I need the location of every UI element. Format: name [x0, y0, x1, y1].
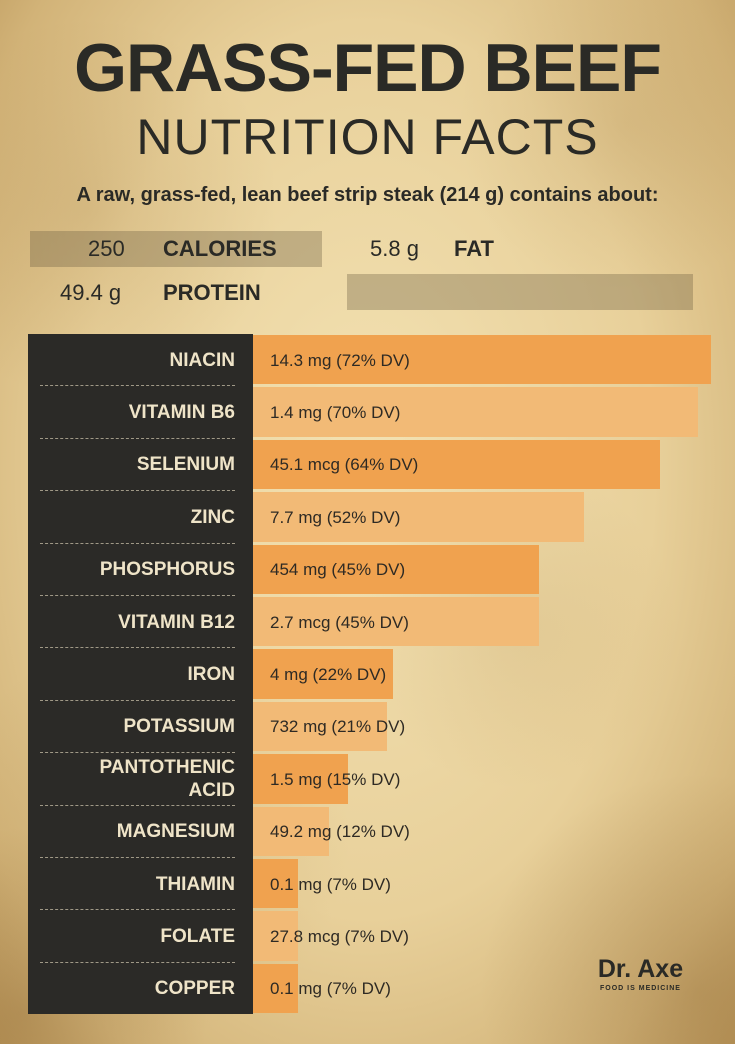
row-divider [40, 385, 235, 387]
category-label-text: PHOSPHORUS [100, 558, 235, 581]
category-label: PHOSPHORUS [28, 544, 235, 596]
bar-vitamin-b12 [253, 597, 539, 647]
row-divider [40, 752, 235, 754]
category-label: MAGNESIUM [28, 806, 235, 858]
category-label: PANTOTHENIC ACID [28, 753, 235, 805]
category-label-line: SELENIUM [136, 454, 235, 476]
amount-label: 454 mg (45% DV) [270, 560, 406, 580]
amount-label: 49.2 mg (12% DV) [270, 822, 410, 842]
row-divider [40, 699, 235, 701]
calories-value: 250 [88, 236, 125, 261]
amount-label: 732 mg (21% DV) [270, 717, 406, 737]
bar-magnesium [253, 806, 329, 856]
amount-label: 1.5 mg (15% DV) [270, 769, 401, 789]
bar-niacin [253, 335, 711, 385]
category-label-line: VITAMIN B12 [118, 611, 235, 633]
protein-shade [347, 274, 693, 310]
protein-label: PROTEIN [163, 280, 261, 305]
bar-zinc [253, 492, 584, 542]
category-label-text: VITAMIN B12 [118, 611, 235, 634]
category-label-text: FOLATE [160, 925, 235, 948]
category-label-text: ZINC [191, 506, 235, 529]
category-label: POTASSIUM [28, 701, 235, 753]
category-label-line: THIAMIN [155, 873, 235, 895]
row-divider [40, 490, 235, 492]
protein-value: 49.4 g [60, 280, 122, 305]
page-title: GRASS-FED BEEF [74, 30, 662, 106]
category-label-text: SELENIUM [137, 453, 235, 476]
amount-label: 0.1 mg (7% DV) [270, 979, 391, 999]
row-divider [40, 909, 235, 911]
fat-label: FAT [454, 236, 494, 261]
category-label-line: PANTOTHENIC [99, 757, 235, 779]
category-label-text: PANTOTHENIC ACID [100, 756, 235, 802]
category-label-text: MAGNESIUM [117, 820, 235, 843]
bar-copper [253, 963, 298, 1014]
bar-iron [253, 649, 393, 699]
row-divider [40, 595, 235, 596]
bar-pantothenic-acid [253, 754, 348, 804]
category-label-line: PHOSPHORUS [99, 559, 235, 581]
category-label: VITAMIN B12 [28, 596, 235, 648]
category-label-text: THIAMIN [156, 873, 235, 896]
row-divider [40, 857, 235, 858]
category-label-line: MAGNESIUM [116, 821, 235, 843]
category-label-line: NIACIN [169, 349, 235, 371]
fat-value: 5.8 g [370, 236, 419, 261]
category-label: FOLATE [28, 910, 235, 962]
row-divider [40, 647, 235, 649]
calories-label: CALORIES [163, 236, 277, 261]
dr-axe-logo: Dr. Axe FOOD IS MEDICINE [588, 955, 693, 995]
bar-potassium [253, 701, 387, 752]
category-label-text: COPPER [155, 977, 235, 1000]
amount-label: 0.1 mg (7% DV) [270, 874, 391, 894]
category-label: COPPER [28, 963, 235, 1015]
category-label-line: FOLATE [160, 926, 235, 948]
amount-label: 2.7 mcg (45% DV) [270, 612, 409, 632]
amount-label: 1.4 mg (70% DV) [270, 403, 401, 423]
category-label-line: POTASSIUM [123, 716, 235, 738]
bar-vitamin-b6 [253, 387, 698, 437]
category-label-line: COPPER [154, 978, 235, 1000]
brand-tagline: FOOD IS MEDICINE [600, 985, 681, 992]
amount-label: 14.3 mg (72% DV) [270, 350, 410, 370]
amount-label: 4 mg (22% DV) [270, 665, 387, 685]
row-divider [40, 437, 235, 439]
bar-thiamin [253, 859, 298, 909]
bar-folate [253, 911, 298, 961]
category-label-line: ZINC [190, 506, 235, 528]
page-subtitle: NUTRITION FACTS [136, 109, 599, 165]
category-label: NIACIN [28, 334, 235, 386]
bar-selenium [253, 439, 660, 490]
category-label-text: POTASSIUM [123, 715, 235, 738]
category-label: SELENIUM [28, 439, 235, 491]
nutrient-label-panel [28, 334, 253, 1014]
intro-text: A raw, grass-fed, lean beef strip steak … [76, 184, 659, 206]
row-divider [40, 804, 235, 806]
category-label: IRON [28, 648, 236, 700]
category-label-line: ACID [188, 780, 235, 802]
brand-name: Dr. Axe [597, 955, 684, 983]
bar-phosphorus [253, 544, 539, 594]
category-label: ZINC [28, 491, 235, 543]
category-label-line: VITAMIN B6 [128, 402, 235, 424]
calories-shade [30, 231, 322, 267]
category-label-line: IRON [187, 664, 236, 686]
category-label-text: VITAMIN B6 [129, 401, 235, 424]
row-divider [40, 542, 235, 544]
row-divider [40, 961, 235, 963]
category-label: VITAMIN B6 [28, 386, 235, 438]
amount-label: 7.7 mg (52% DV) [270, 507, 401, 527]
category-label-text: NIACIN [170, 349, 235, 372]
amount-label: 27.8 mcg (7% DV) [270, 927, 409, 947]
category-label: THIAMIN [28, 858, 235, 910]
amount-label: 45.1 mcg (64% DV) [270, 455, 419, 475]
category-label-text: IRON [188, 663, 236, 686]
